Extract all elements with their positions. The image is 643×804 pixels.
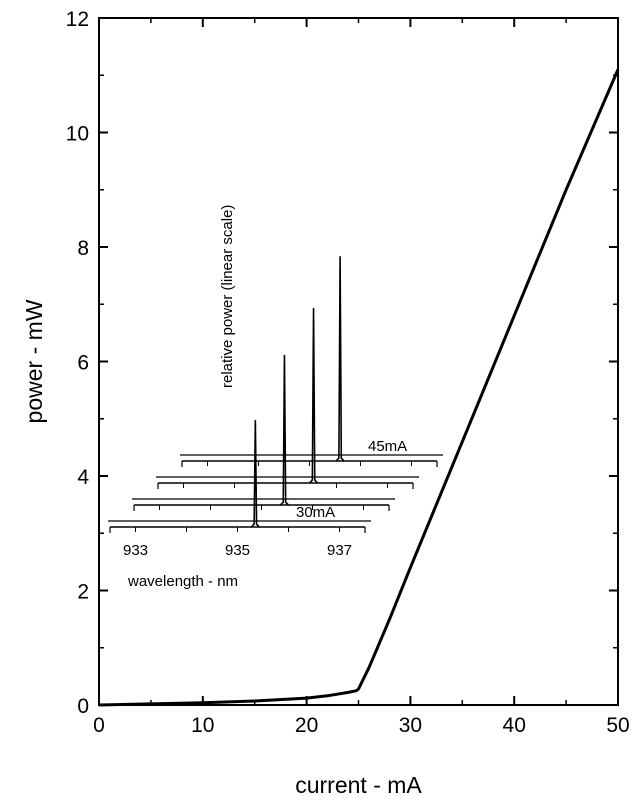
wavelength-tick-label: 933	[123, 542, 148, 559]
x-tick-label: 10	[191, 714, 214, 737]
spectrum-peak	[308, 307, 319, 484]
wavelength-axis-title: wavelength - nm	[127, 573, 238, 590]
y-tick-label: 2	[77, 581, 89, 604]
x-tick-label: 0	[93, 714, 105, 737]
y-tick-label: 8	[77, 237, 89, 260]
relative-power-axis-title: relative power (linear scale)	[219, 205, 236, 388]
main-axes: 0 10 20 30 40 50 0 2 4 6 8 10 12 current - mA power - …	[21, 8, 630, 798]
y-axis-title: power - mW	[21, 299, 47, 423]
y-tick-label: 6	[77, 352, 89, 375]
spectrum-current-label: 30mA	[296, 504, 335, 521]
x-tick-label: 40	[503, 714, 526, 737]
y-tick-label: 10	[66, 123, 89, 146]
spectrum-peak	[335, 256, 345, 462]
spectrum-peak	[250, 420, 260, 528]
plot-frame	[98, 17, 619, 706]
power-current-line	[98, 68, 620, 707]
spectrum-peak	[279, 354, 290, 506]
spectrum-current-label: 45mA	[368, 438, 407, 455]
x-axis-title: current - mA	[295, 772, 422, 798]
power-current-curve-group	[98, 68, 620, 707]
x-tick-label: 20	[295, 714, 318, 737]
wavelength-tick-label: 935	[225, 542, 250, 559]
x-tick-label: 50	[606, 714, 629, 737]
y-tick-label: 4	[77, 466, 89, 489]
spectra-inset: 30mA 45mA 933 935 937 wavelength - nm relative…	[108, 205, 443, 590]
wavelength-tick-label: 937	[327, 542, 352, 559]
x-tick-label: 30	[399, 714, 422, 737]
y-tick-label: 12	[66, 8, 89, 31]
y-tick-label: 0	[77, 695, 89, 718]
